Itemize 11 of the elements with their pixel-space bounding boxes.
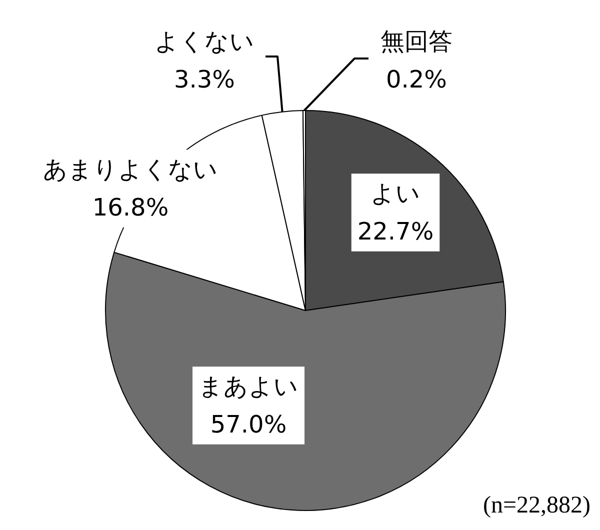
slice-label: よい bbox=[370, 180, 420, 208]
slice-label: まあよい bbox=[198, 372, 298, 401]
data-label: 16.8% bbox=[92, 193, 169, 222]
text: (n=22,882) bbox=[482, 492, 591, 518]
slice-label: あまりよくない bbox=[43, 156, 218, 184]
slice-label: 無回答 bbox=[380, 28, 452, 56]
data-label: 3.3% bbox=[174, 65, 235, 94]
data-label: 57.0% bbox=[210, 410, 287, 438]
slice-label: よくない bbox=[154, 28, 254, 56]
data-label: 22.7% bbox=[357, 217, 434, 246]
data-label: 0.2% bbox=[386, 65, 447, 94]
